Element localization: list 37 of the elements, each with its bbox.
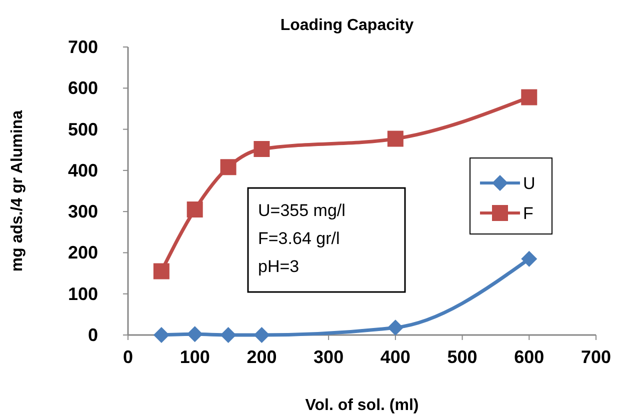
chart-title: Loading Capacity [280, 17, 414, 34]
annotation: F=3.64 gr/l [258, 229, 340, 248]
y-tick-label: 0 [88, 325, 98, 345]
point [186, 326, 203, 342]
point [220, 327, 236, 343]
x-tick-label: 200 [246, 347, 277, 367]
point [254, 141, 270, 158]
text-box: U=355 mg/l F=3.64 gr/l pH=3 [247, 187, 406, 293]
y-tick-label: 200 [68, 242, 98, 263]
x-tick-label: 0 [122, 347, 134, 367]
legend-label: F [523, 204, 534, 223]
x-axis-title: Vol. of sol. (ml) [305, 397, 419, 414]
x-tick-label: 400 [380, 347, 410, 367]
y-tick-label: 400 [68, 160, 98, 180]
point [186, 202, 203, 218]
annotation: U=355 mg/l [258, 201, 346, 220]
point [387, 130, 404, 147]
y-tick-label: 600 [68, 78, 98, 98]
y-tick-label: 500 [68, 119, 98, 140]
y-axis-title: mg ads./4 gr Alumina [9, 110, 26, 272]
x-tick-label: 600 [514, 347, 544, 367]
annotation: pH=3 [258, 257, 300, 276]
point [153, 327, 170, 343]
y-tick-label: 700 [68, 37, 98, 57]
point [387, 320, 404, 336]
point [254, 327, 270, 343]
point [521, 250, 538, 267]
x-tick-label: 700 [580, 347, 612, 367]
x-tick-label: 300 [314, 347, 344, 367]
point [521, 89, 538, 106]
legend-label: U [523, 174, 536, 193]
y-tick-label: 300 [68, 202, 98, 222]
point [153, 263, 170, 280]
y-tick-label: 100 [68, 284, 98, 304]
x-tick-label: 500 [447, 347, 478, 367]
x-tick-label: 100 [180, 347, 210, 367]
point [220, 159, 236, 176]
